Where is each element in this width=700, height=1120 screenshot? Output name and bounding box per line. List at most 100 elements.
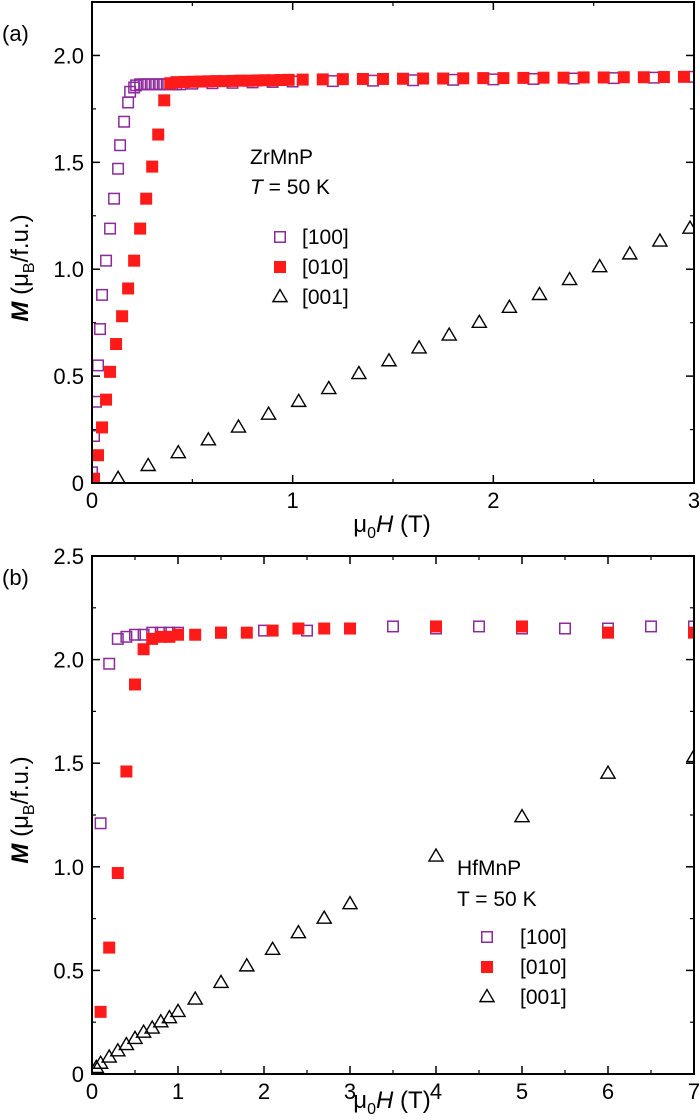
- panel-b-series-2-point: [513, 808, 531, 823]
- panel-b-legend-label-0: [100]: [520, 926, 567, 949]
- panel-a-series-0-point: [96, 288, 109, 301]
- panel-a-series-1-point: [104, 365, 117, 378]
- panel-a-ylabel-close: /f.u.): [7, 214, 34, 262]
- panel-b-xtick-label: 1: [172, 1079, 184, 1104]
- panel-b-series-1-point: [430, 620, 442, 633]
- panel-b-series-2: [92, 748, 694, 1074]
- panel-a-series-1-point: [158, 94, 171, 107]
- panel-a-series-1-point: [110, 338, 123, 351]
- panel-b-legend-marker-2: [478, 988, 496, 1003]
- panel-a-series-1-point: [282, 73, 295, 86]
- panel-b-series-1-point: [94, 1005, 107, 1018]
- panel-b-series-1-point: [129, 678, 141, 691]
- panel-b-xtick-label: 6: [602, 1079, 614, 1104]
- panel-b-series-2-point: [186, 990, 204, 1005]
- panel-a-ylabel-sub: B: [21, 262, 38, 273]
- panel-a-series-0-point: [114, 139, 127, 152]
- panel-b-series-2-point: [341, 895, 359, 910]
- panel-a-legend-title-2-symbol: T: [250, 176, 265, 199]
- panel-a-ytick-label: 0: [72, 471, 84, 496]
- panel-a-series-0-point: [92, 429, 101, 442]
- panel-b-series-0-point: [688, 620, 694, 633]
- panel-a-series-1-point: [122, 282, 135, 295]
- panel-a-series-1-point: [597, 71, 610, 84]
- panel-b-plot-area: [92, 620, 694, 1074]
- panel-a-legend-label-0: [100]: [302, 226, 349, 249]
- panel-a-series-1-point: [296, 73, 309, 86]
- panel-a-series-1-point: [617, 71, 630, 84]
- panel-a-series-2-point: [470, 313, 488, 328]
- panel-b-series-0-point: [111, 632, 124, 645]
- panel-a-series-1-point: [577, 71, 590, 84]
- panel-a-series-2-point: [561, 271, 578, 286]
- panel-b-series-2-point: [264, 940, 281, 955]
- panel-b-ticks: 0 1 2 3 4 5 6 7 0 0.5 1.0 1.5 2.0 2.5: [53, 544, 700, 1104]
- panel-b-xtick-label: 5: [516, 1079, 528, 1104]
- panel-a-series-2-point: [320, 380, 338, 395]
- panel-a-legend-marker-2: [271, 288, 289, 303]
- panel-a-series-0-point: [124, 85, 137, 98]
- panel-b-legend: HfMnP T = 50 K [100] [010] [001]: [457, 857, 567, 1009]
- panel-a-series-1-point: [517, 71, 530, 84]
- panel-b-series-2-point: [315, 909, 333, 924]
- panel-a-series-1-point: [152, 128, 165, 141]
- panel-a-series-2-point: [380, 352, 398, 367]
- panel-a-series-1-point: [637, 71, 650, 84]
- panel-b-ytick-label: 2.5: [53, 544, 84, 569]
- panel-b-series-1-point: [266, 624, 279, 637]
- panel-a-series-1-point: [497, 72, 510, 85]
- panel-a-legend-label-1: [010]: [302, 256, 349, 279]
- panel-a-series-1: [92, 70, 690, 483]
- panel-a-series-2-point: [169, 444, 187, 459]
- panel-b-series-2-point: [427, 847, 445, 862]
- panel-a-ytick-label: 1.5: [53, 150, 84, 175]
- panel-b-series-1-point: [292, 622, 305, 635]
- panel-a-legend-marker-0: [274, 231, 286, 243]
- panel-a-xlabel-unit: (T): [393, 511, 430, 538]
- panel-b-label: (b): [2, 565, 29, 590]
- panel-b-legend-marker-0: [481, 931, 493, 943]
- panel-a-series-1-point: [92, 449, 105, 462]
- panel-b-ylabel-open: (μ: [7, 815, 34, 844]
- panel-a-series-1-point: [140, 192, 153, 205]
- panel-a-series-1-point: [96, 421, 109, 434]
- panel-a-series-2-point: [230, 418, 247, 433]
- panel-a-y-axis-label: M (μB/f.u.): [7, 214, 38, 321]
- panel-a-xtick-label: 1: [287, 488, 299, 513]
- panel-a-legend-label-2: [001]: [302, 286, 349, 309]
- panel-b-series-1-point: [516, 620, 528, 633]
- panel-a-xlabel-mu: μ: [353, 511, 367, 538]
- panel-a-series-1-point: [557, 71, 570, 84]
- panel-b-series-1-point: [215, 626, 227, 639]
- panel-b-series-0-point: [94, 817, 107, 830]
- panel-a-ticks: 0 1 2 3 0 0.5 1.0 1.5 2.0: [53, 2, 700, 513]
- panel-a-series-0-point: [130, 79, 143, 92]
- panel-a-series-1-point: [336, 73, 349, 86]
- panel-a-x-axis-label: μ0H (T): [353, 511, 430, 542]
- panel-a-series-2-point: [591, 258, 608, 273]
- panel-a-xtick-label: 2: [487, 488, 499, 513]
- panel-b-series-1-point: [602, 626, 614, 639]
- panel-b-ytick-label: 2.0: [53, 648, 84, 673]
- panel-b-series-1-point: [120, 765, 133, 778]
- panel-a-series-2-point: [110, 469, 126, 483]
- panel-a-legend-title-1: ZrMnP: [250, 146, 313, 169]
- panel-b-series-1-point: [137, 643, 150, 656]
- panel-a-series-0-point: [100, 254, 113, 267]
- panel-b-series-0-point: [103, 657, 116, 670]
- panel-b-ylabel-sub: B: [21, 804, 38, 815]
- panel-b-xtick-label: 3: [344, 1079, 356, 1104]
- panel-b-legend-label-1: [010]: [520, 956, 567, 979]
- panel-b-legend-title-2: T = 50 K: [457, 888, 537, 911]
- panel-a-series-2-point: [651, 232, 669, 247]
- panel-a-xlabel-sub: 0: [367, 525, 376, 542]
- panel-b-series-1-point: [172, 628, 184, 641]
- panel-a-legend-title-2-rest: = 50 K: [263, 176, 330, 199]
- panel-b-ytick-label: 0.5: [53, 958, 84, 983]
- panel-a-series-1-point: [417, 72, 430, 85]
- panel-b-series-0-point: [473, 620, 485, 633]
- panel-a-series-2-point: [139, 457, 157, 472]
- panel-a-series-0-point: [92, 466, 98, 479]
- panel-b-ytick-label: 0: [72, 1062, 84, 1087]
- panel-a-series-1-point: [437, 72, 450, 85]
